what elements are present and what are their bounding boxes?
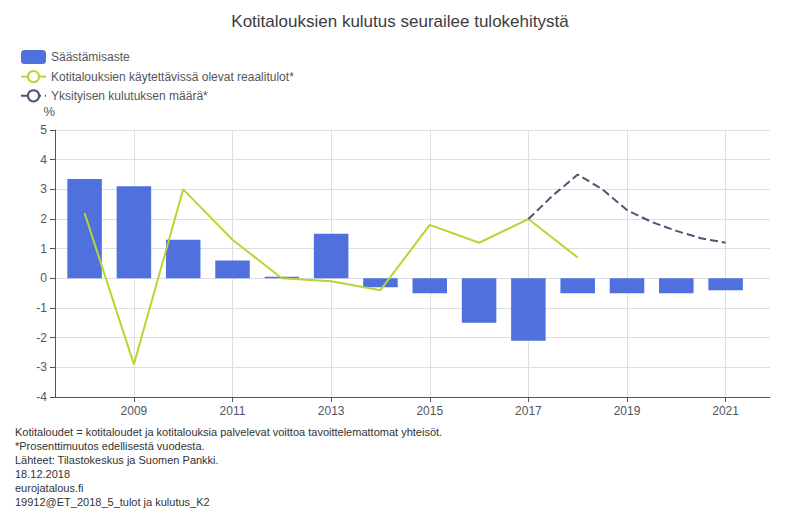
svg-text:Lähteet: Tilastokeskus ja Suom: Lähteet: Tilastokeskus ja Suomen Pankki.: [15, 454, 219, 466]
svg-text:5: 5: [40, 123, 47, 137]
svg-text:2011: 2011: [220, 404, 246, 418]
svg-text:2019: 2019: [614, 404, 641, 418]
svg-text:eurojatalous.fi: eurojatalous.fi: [15, 482, 84, 494]
svg-text:Kotitalouksien käytettävissä o: Kotitalouksien käytettävissä olevat reaa…: [51, 70, 294, 84]
svg-text:2: 2: [40, 212, 47, 226]
svg-text:Kotitalouksien kulutus seurail: Kotitalouksien kulutus seurailee tulokeh…: [231, 12, 569, 31]
svg-text:4: 4: [40, 153, 47, 167]
svg-text:-1: -1: [36, 301, 47, 315]
svg-text:0: 0: [40, 271, 47, 285]
svg-text:-3: -3: [36, 360, 47, 374]
svg-text:2013: 2013: [318, 404, 345, 418]
svg-text:-4: -4: [36, 390, 47, 404]
svg-text:%: %: [43, 104, 55, 119]
svg-text:*Prosenttimuutos edellisestä v: *Prosenttimuutos edellisestä vuodesta.: [15, 440, 205, 452]
svg-text:Yksityisen kulutuksen määrä*: Yksityisen kulutuksen määrä*: [51, 89, 208, 103]
svg-text:2021: 2021: [712, 404, 739, 418]
svg-text:19912@ET_2018_5_tulot ja kulut: 19912@ET_2018_5_tulot ja kulutus_K2: [15, 496, 210, 508]
svg-text:2017: 2017: [515, 404, 542, 418]
svg-text:Säästämisaste: Säästämisaste: [51, 50, 130, 64]
svg-text:1: 1: [40, 242, 47, 256]
svg-text:18.12.2018: 18.12.2018: [15, 468, 70, 480]
svg-text:Kotitaloudet = kotitaloudet ja: Kotitaloudet = kotitaloudet ja kotitalou…: [15, 426, 442, 438]
svg-text:2015: 2015: [416, 404, 443, 418]
svg-text:-2: -2: [36, 331, 47, 345]
svg-text:2009: 2009: [121, 404, 148, 418]
svg-text:3: 3: [40, 182, 47, 196]
